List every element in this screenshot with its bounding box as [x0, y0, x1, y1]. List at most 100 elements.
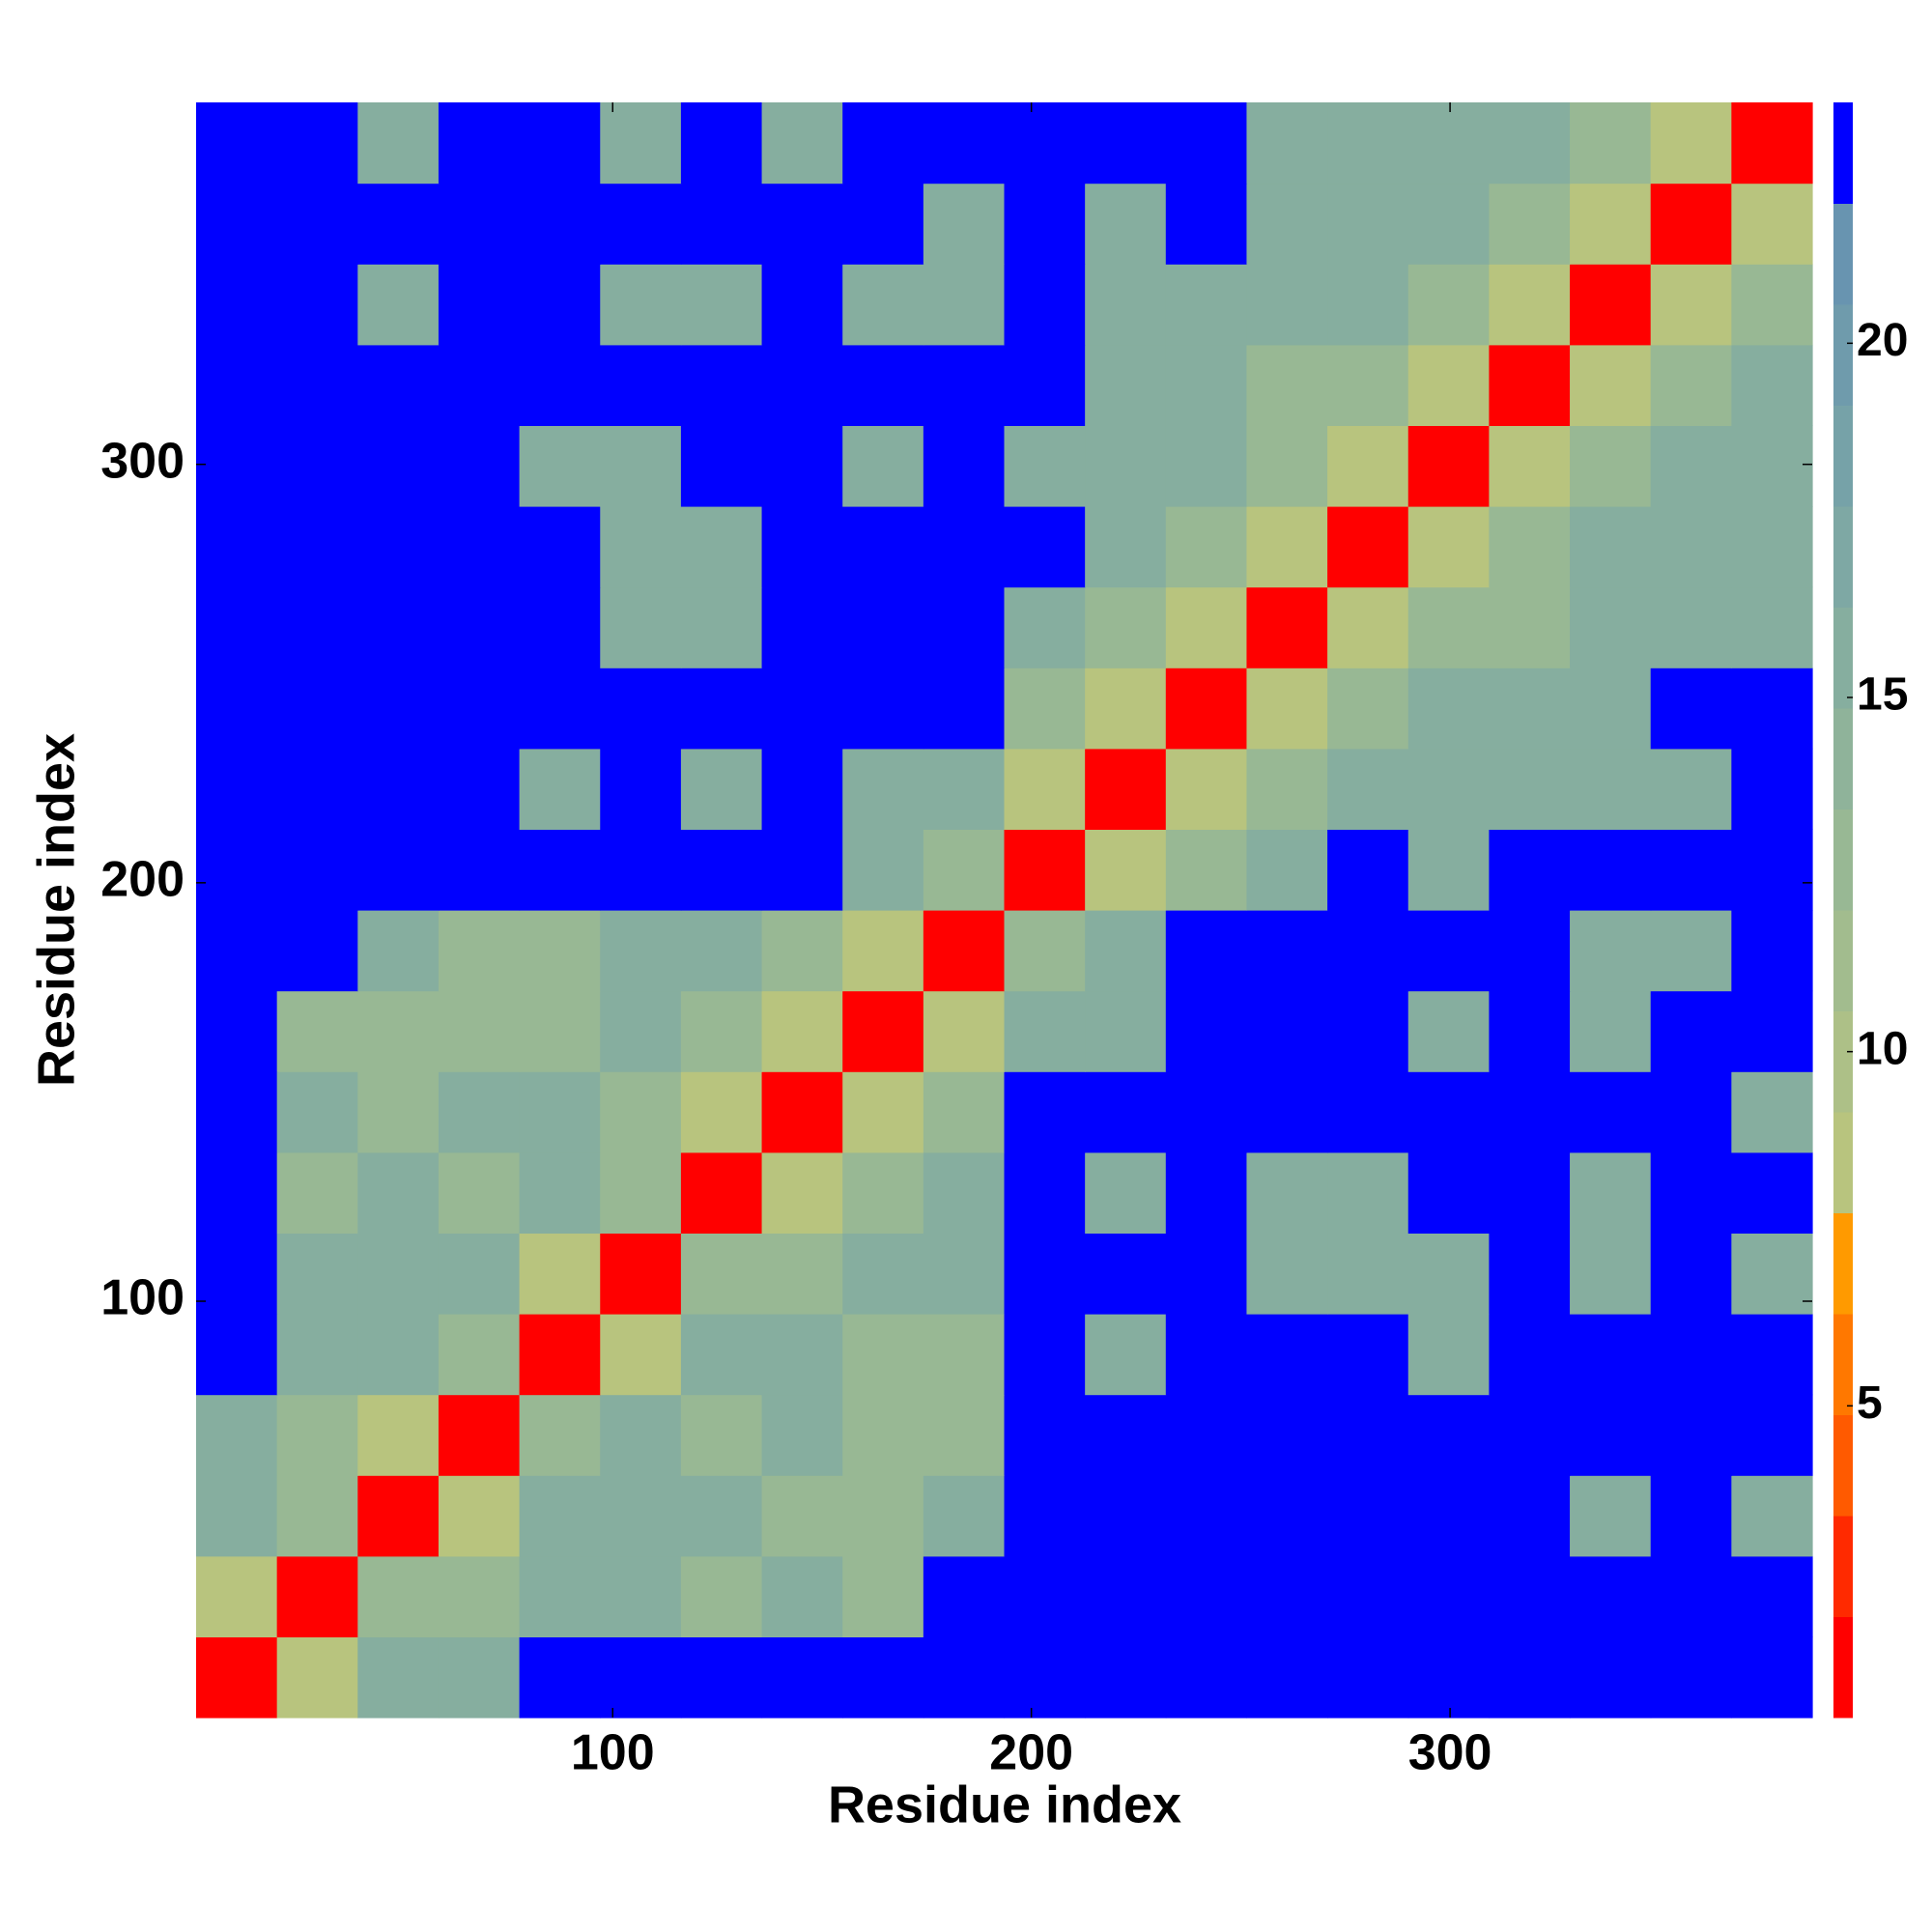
- heatmap-cell: [276, 102, 358, 185]
- heatmap-cell: [1327, 829, 1409, 911]
- heatmap-cell: [1731, 102, 1813, 185]
- heatmap-cell: [923, 1071, 1006, 1153]
- heatmap-cell: [1407, 1233, 1490, 1315]
- heatmap-cell: [1489, 990, 1571, 1072]
- heatmap-cell: [923, 1636, 1006, 1719]
- heatmap-cell: [1165, 1636, 1248, 1719]
- heatmap-cell: [1165, 1314, 1248, 1396]
- heatmap-cell: [1246, 425, 1328, 507]
- heatmap-cell: [680, 1071, 763, 1153]
- colorbar-band: [1833, 1212, 1853, 1315]
- heatmap-cell: [196, 910, 278, 992]
- heatmap-cell: [1731, 1233, 1813, 1315]
- heatmap-cell: [1004, 990, 1086, 1072]
- heatmap-cell: [438, 1555, 521, 1637]
- heatmap-cell: [1489, 829, 1571, 911]
- heatmap-cell: [1085, 829, 1167, 911]
- heatmap-cell: [1570, 1314, 1652, 1396]
- heatmap-cell: [761, 1636, 843, 1719]
- heatmap-cell: [1085, 1555, 1167, 1637]
- heatmap-cell: [1246, 1555, 1328, 1637]
- heatmap-cell: [1570, 425, 1652, 507]
- heatmap-cell: [519, 506, 601, 588]
- heatmap-cell: [276, 264, 358, 346]
- colorbar-band: [1833, 506, 1853, 608]
- heatmap-cell: [1004, 506, 1086, 588]
- heatmap-cell: [1004, 586, 1086, 668]
- heatmap-cell: [357, 344, 440, 426]
- heatmap-cell: [761, 344, 843, 426]
- heatmap-cell: [923, 586, 1006, 668]
- heatmap-cell: [1004, 425, 1086, 507]
- y-tick-label: 200: [100, 852, 185, 908]
- heatmap-cell: [842, 264, 924, 346]
- heatmap-cell: [1327, 990, 1409, 1072]
- heatmap-cell: [1731, 425, 1813, 507]
- heatmap-cell: [1085, 1314, 1167, 1396]
- heatmap-cell: [438, 586, 521, 668]
- heatmap-cell: [842, 1394, 924, 1476]
- heatmap-cell: [1407, 344, 1490, 426]
- heatmap-cell: [923, 425, 1006, 507]
- heatmap-cell: [1570, 990, 1652, 1072]
- heatmap-cell: [1246, 748, 1328, 830]
- heatmap-cell: [1650, 425, 1732, 507]
- heatmap-cell: [196, 1555, 278, 1637]
- heatmap-cell: [357, 1636, 440, 1719]
- heatmap-cell: [1407, 102, 1490, 185]
- heatmap-cell: [1246, 1314, 1328, 1396]
- heatmap-cell: [357, 829, 440, 911]
- heatmap-cell: [842, 183, 924, 265]
- heatmap-cell: [1246, 910, 1328, 992]
- heatmap-cell: [196, 1475, 278, 1557]
- heatmap-cell: [357, 1475, 440, 1557]
- heatmap-cell: [1327, 1151, 1409, 1234]
- heatmap-cell: [1489, 183, 1571, 265]
- heatmap-cell: [680, 586, 763, 668]
- heatmap-cell: [276, 1071, 358, 1153]
- heatmap-cell: [357, 183, 440, 265]
- colorbar-band: [1833, 304, 1853, 406]
- heatmap-cell: [519, 264, 601, 346]
- heatmap-cell: [600, 990, 682, 1072]
- colorbar-band: [1833, 203, 1853, 305]
- heatmap-cell: [1327, 1636, 1409, 1719]
- heatmap-cell: [1004, 344, 1086, 426]
- heatmap-cell: [1489, 506, 1571, 588]
- heatmap-cell: [761, 102, 843, 185]
- heatmap-cell: [438, 829, 521, 911]
- heatmap-cell: [680, 1314, 763, 1396]
- heatmap-cell: [842, 829, 924, 911]
- heatmap-cell: [438, 910, 521, 992]
- heatmap-cell: [600, 102, 682, 185]
- heatmap-cell: [1570, 1151, 1652, 1234]
- heatmap-cell: [761, 1314, 843, 1396]
- heatmap-cell: [1407, 264, 1490, 346]
- heatmap-cell: [1570, 910, 1652, 992]
- heatmap-cell: [1165, 425, 1248, 507]
- heatmap-cell: [196, 344, 278, 426]
- heatmap-cell: [842, 1071, 924, 1153]
- heatmap-cell: [1004, 1636, 1086, 1719]
- heatmap-cell: [1165, 506, 1248, 588]
- heatmap-cell: [357, 425, 440, 507]
- heatmap-cell: [680, 264, 763, 346]
- heatmap-cell: [276, 344, 358, 426]
- heatmap-cell: [1650, 990, 1732, 1072]
- heatmap-cell: [1085, 1151, 1167, 1234]
- heatmap-cell: [1085, 425, 1167, 507]
- heatmap-cell: [1489, 425, 1571, 507]
- heatmap-cell: [357, 1151, 440, 1234]
- heatmap-cell: [438, 183, 521, 265]
- heatmap-cell: [1165, 586, 1248, 668]
- heatmap-cell: [1407, 668, 1490, 750]
- heatmap-cell: [438, 1233, 521, 1315]
- heatmap-cell: [923, 1475, 1006, 1557]
- heatmap-cell: [276, 748, 358, 830]
- heatmap-cell: [1489, 1233, 1571, 1315]
- heatmap-cell: [1004, 1475, 1086, 1557]
- heatmap-cell: [1246, 506, 1328, 588]
- heatmap-cell: [1327, 1071, 1409, 1153]
- heatmap-cell: [438, 1636, 521, 1719]
- heatmap-cell: [438, 1314, 521, 1396]
